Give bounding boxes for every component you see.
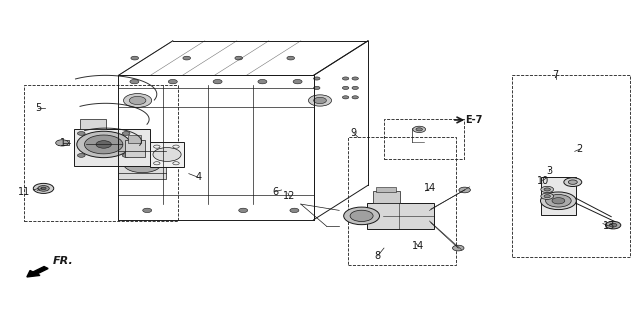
Text: 5: 5 xyxy=(35,103,42,113)
Circle shape xyxy=(544,195,550,198)
Bar xyxy=(384,119,464,159)
Bar xyxy=(150,142,184,167)
Circle shape xyxy=(123,154,161,173)
Circle shape xyxy=(342,77,349,80)
Circle shape xyxy=(342,86,349,89)
Circle shape xyxy=(314,86,320,89)
Circle shape xyxy=(77,154,85,157)
Text: 14: 14 xyxy=(412,241,425,252)
Circle shape xyxy=(84,135,123,154)
Text: 3: 3 xyxy=(546,166,552,176)
Circle shape xyxy=(459,187,470,193)
Circle shape xyxy=(352,86,358,89)
Bar xyxy=(367,203,434,229)
Text: 11: 11 xyxy=(18,187,31,197)
Circle shape xyxy=(290,208,299,213)
Text: 12: 12 xyxy=(283,191,296,201)
Circle shape xyxy=(96,141,111,148)
Circle shape xyxy=(235,56,243,60)
Text: 6: 6 xyxy=(272,187,278,197)
Text: 8: 8 xyxy=(374,251,381,261)
Circle shape xyxy=(452,245,464,251)
Circle shape xyxy=(544,188,550,191)
Circle shape xyxy=(609,223,617,227)
Circle shape xyxy=(56,140,68,146)
Circle shape xyxy=(168,79,177,84)
Circle shape xyxy=(540,192,576,209)
Circle shape xyxy=(183,56,191,60)
Circle shape xyxy=(314,96,320,99)
Circle shape xyxy=(213,79,222,84)
Text: 14: 14 xyxy=(424,183,436,193)
Circle shape xyxy=(143,208,152,213)
Circle shape xyxy=(541,186,554,192)
Bar xyxy=(118,148,166,179)
Circle shape xyxy=(131,56,139,60)
Text: 4: 4 xyxy=(195,172,202,182)
Circle shape xyxy=(541,193,554,199)
Circle shape xyxy=(287,56,294,60)
Circle shape xyxy=(38,186,49,191)
Text: 2: 2 xyxy=(577,144,583,154)
Circle shape xyxy=(545,194,571,207)
Bar xyxy=(373,191,400,203)
Bar xyxy=(24,85,178,221)
Circle shape xyxy=(314,77,320,80)
Circle shape xyxy=(130,79,139,84)
Circle shape xyxy=(122,154,130,157)
Circle shape xyxy=(605,221,621,229)
Circle shape xyxy=(342,96,349,99)
Circle shape xyxy=(77,131,131,158)
Bar xyxy=(58,140,69,145)
Circle shape xyxy=(352,77,358,80)
Circle shape xyxy=(129,96,146,105)
Text: E-7: E-7 xyxy=(465,115,483,125)
Circle shape xyxy=(352,96,358,99)
Circle shape xyxy=(153,148,181,161)
Bar xyxy=(125,140,145,157)
Text: 10: 10 xyxy=(536,176,549,186)
Circle shape xyxy=(314,97,326,104)
Circle shape xyxy=(308,95,332,106)
Circle shape xyxy=(293,79,302,84)
Text: 13: 13 xyxy=(603,221,616,231)
Circle shape xyxy=(350,210,373,222)
Circle shape xyxy=(416,128,422,131)
Bar xyxy=(541,177,576,215)
Circle shape xyxy=(239,208,248,213)
Circle shape xyxy=(413,126,426,133)
Circle shape xyxy=(552,198,564,204)
Bar xyxy=(348,137,456,265)
Bar xyxy=(80,119,106,129)
Bar xyxy=(74,129,150,166)
Circle shape xyxy=(122,132,130,135)
Bar xyxy=(128,135,141,143)
Circle shape xyxy=(33,183,54,193)
FancyArrow shape xyxy=(27,267,48,277)
Text: FR.: FR. xyxy=(52,256,73,266)
Circle shape xyxy=(41,187,46,190)
Circle shape xyxy=(258,79,267,84)
Bar xyxy=(512,75,630,257)
Circle shape xyxy=(344,207,380,225)
Circle shape xyxy=(564,178,582,187)
Bar xyxy=(376,187,396,192)
Text: 7: 7 xyxy=(552,70,559,80)
Circle shape xyxy=(124,94,152,107)
Circle shape xyxy=(77,132,85,135)
Circle shape xyxy=(568,180,577,184)
Text: 1: 1 xyxy=(60,138,66,148)
Text: 9: 9 xyxy=(351,128,357,138)
